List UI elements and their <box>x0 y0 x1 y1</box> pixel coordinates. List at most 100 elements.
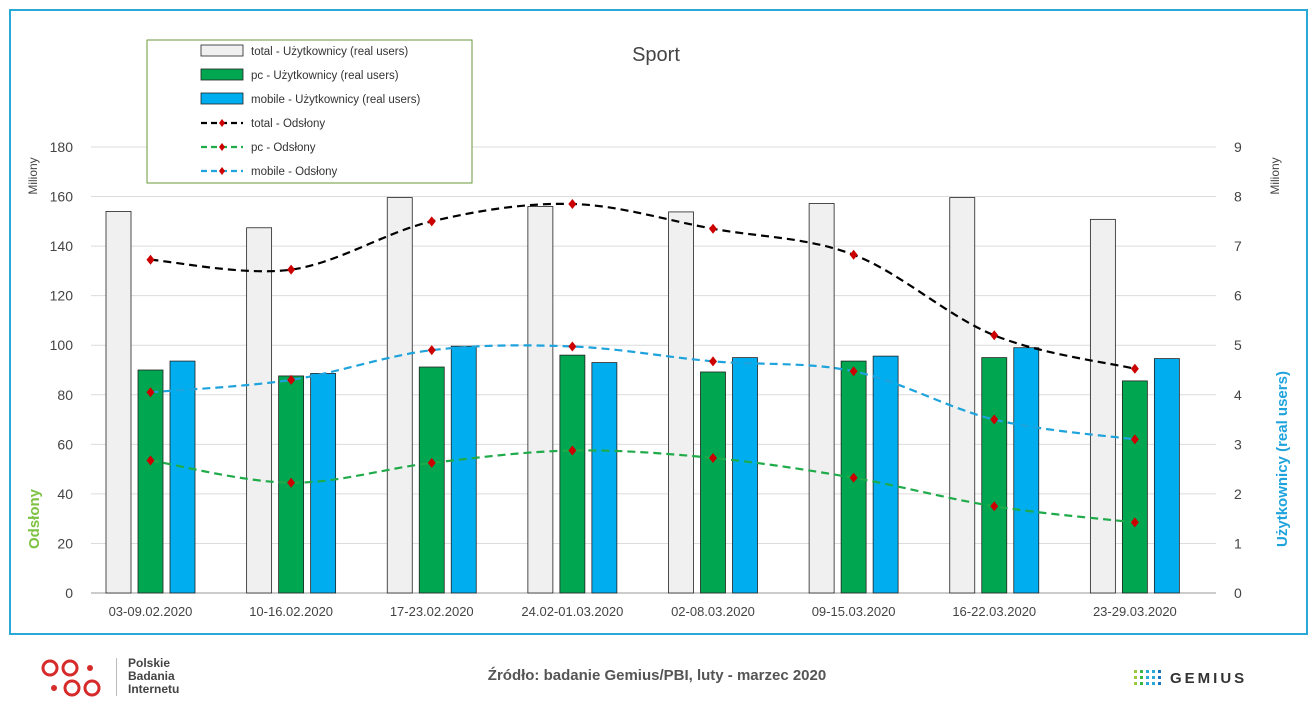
bar <box>668 211 694 594</box>
x-tick-label: 02-08.03.2020 <box>671 604 755 619</box>
bar <box>105 211 132 594</box>
right-tick-label: 8 <box>1234 189 1242 205</box>
gemius-dot <box>1152 682 1155 685</box>
data-point <box>990 501 999 512</box>
left-tick-label: 140 <box>50 238 74 254</box>
right-tick-label: 9 <box>1234 139 1242 155</box>
data-point <box>849 249 858 260</box>
source-note: Źródło: badanie Gemius/PBI, luty - marze… <box>487 667 827 684</box>
data-point <box>287 374 296 385</box>
legend-swatch <box>200 44 244 57</box>
data-point <box>427 216 436 227</box>
chart-svg: 0 20 40 60 80 100 120 140 160 180 0 1 2 3 4 5 6 7 8 9 Milion… <box>26 39 1291 619</box>
pbi-line: Polskie <box>128 656 171 670</box>
bar <box>808 203 835 594</box>
bar <box>591 362 618 594</box>
bar <box>1013 347 1040 594</box>
data-point <box>427 345 436 356</box>
right-tick-label: 5 <box>1234 337 1242 353</box>
gemius-dot <box>1152 670 1155 673</box>
data-point <box>990 330 999 341</box>
left-tick-label: 0 <box>65 585 73 601</box>
data-point <box>849 472 858 483</box>
bar <box>1153 358 1180 594</box>
x-tick-label: 17-23.02.2020 <box>390 604 474 619</box>
legend-marker <box>219 119 225 127</box>
legend-marker <box>219 167 225 175</box>
gemius-dot <box>1134 682 1137 685</box>
x-tick-label: 24.02-01.03.2020 <box>521 604 623 619</box>
data-point <box>287 264 296 275</box>
left-axis-unit: Miliony <box>26 157 40 194</box>
bar <box>732 357 758 594</box>
axes: 0 20 40 60 80 100 120 140 160 180 0 1 2 3 4 5 6 7 8 9 Milion… <box>26 139 1291 619</box>
chart-title: Sport <box>632 44 680 66</box>
legend-marker <box>219 143 225 151</box>
bar <box>169 360 196 594</box>
bar <box>450 345 477 594</box>
pbi-separator <box>116 658 117 696</box>
data-point <box>146 455 155 466</box>
right-axis-unit: Miliony <box>1268 157 1282 194</box>
bar <box>981 357 1008 594</box>
bar <box>949 197 976 594</box>
pbi-line: Internetu <box>128 682 180 696</box>
left-tick-label: 60 <box>57 436 73 452</box>
bar <box>559 354 586 594</box>
legend-swatch <box>200 92 244 105</box>
data-point <box>568 445 577 456</box>
left-tick-label: 120 <box>50 288 74 304</box>
x-tick-label: 09-15.03.2020 <box>812 604 896 619</box>
x-tick-label: 03-09.02.2020 <box>109 604 193 619</box>
pbi-name: Polskie Badania Internetu <box>128 657 179 696</box>
legend: total - Użytkownicy (real users) pc - Uży… <box>146 39 473 184</box>
data-point <box>990 414 999 425</box>
gemius-dot <box>1158 682 1161 685</box>
right-tick-label: 6 <box>1234 288 1242 304</box>
data-point <box>709 356 717 367</box>
right-tick-label: 2 <box>1234 486 1242 502</box>
left-tick-label: 100 <box>50 337 74 353</box>
right-tick-label: 0 <box>1234 585 1242 601</box>
data-point <box>709 452 717 463</box>
gemius-dot <box>1158 676 1161 679</box>
gemius-dot <box>1134 676 1137 679</box>
gemius-dot <box>1152 676 1155 679</box>
bar <box>310 373 337 594</box>
left-tick-label: 40 <box>57 486 73 502</box>
gemius-logo <box>1134 670 1161 685</box>
gemius-dot <box>1134 670 1137 673</box>
legend-box <box>146 39 473 184</box>
data-point <box>1130 517 1139 528</box>
legend-label: pc - Odsłony <box>251 142 316 154</box>
x-tick-label: 16-22.03.2020 <box>952 604 1036 619</box>
right-tick-label: 4 <box>1234 387 1242 403</box>
gemius-dot <box>1140 682 1143 685</box>
legend-swatch <box>200 68 244 81</box>
data-point <box>287 477 296 488</box>
bar <box>700 371 726 594</box>
bar <box>872 355 899 594</box>
bar <box>386 197 413 594</box>
chart-frame: 0 20 40 60 80 100 120 140 160 180 0 1 2 3 4 5 6 7 8 9 Milion… <box>9 9 1308 635</box>
right-tick-label: 1 <box>1234 535 1242 551</box>
data-point <box>146 254 155 265</box>
data-point <box>427 457 436 468</box>
gemius-dot <box>1140 676 1143 679</box>
right-axis-title: Użytkownicy (real users) <box>1274 371 1291 547</box>
x-tick-label: 23-29.03.2020 <box>1093 604 1177 619</box>
pbi-line: Badania <box>128 669 175 683</box>
data-point <box>568 198 577 209</box>
x-tick-label: 10-16.02.2020 <box>249 604 333 619</box>
gemius-dot <box>1140 670 1143 673</box>
gemius-dot <box>1146 670 1149 673</box>
right-tick-label: 3 <box>1234 436 1242 452</box>
legend-label: mobile - Użytkownicy (real users) <box>251 94 421 106</box>
data-point <box>849 366 858 377</box>
lines <box>146 198 1139 528</box>
left-tick-label: 180 <box>50 139 74 155</box>
bar <box>246 227 273 594</box>
gemius-wordmark: GEMIUS <box>1170 670 1248 687</box>
left-tick-label: 20 <box>57 535 73 551</box>
right-tick-label: 7 <box>1234 238 1242 254</box>
